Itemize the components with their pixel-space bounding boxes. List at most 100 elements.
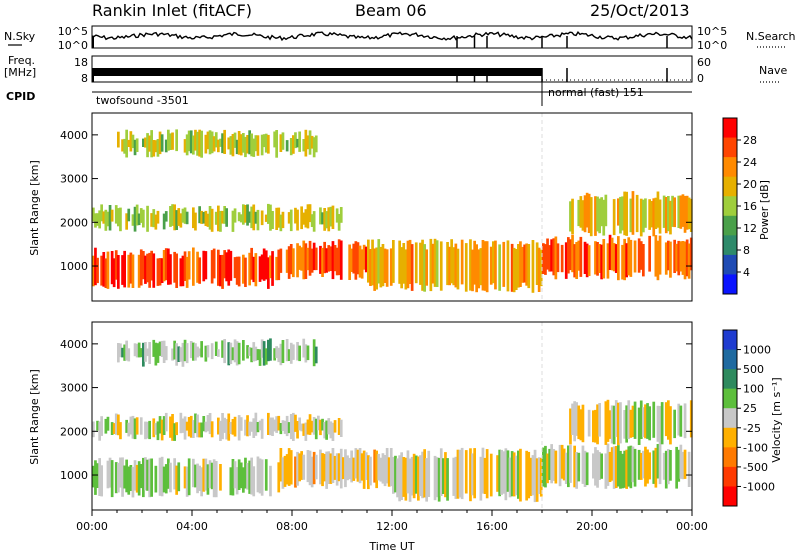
freq-left-tick-top: 18	[74, 56, 88, 69]
data-cell-5-10	[587, 193, 591, 233]
data-cell-3-67	[681, 451, 685, 480]
data-cell-6-81	[285, 140, 289, 152]
data-cell-6-35	[189, 130, 193, 154]
data-cell-4-60	[217, 205, 220, 232]
data-cell-3-39	[623, 238, 626, 281]
data-cell-2-52	[475, 244, 478, 293]
data-cell-5-54	[679, 405, 683, 437]
data-cell-4-7	[106, 211, 110, 227]
data-cell-4-12	[117, 414, 120, 436]
station-title: Rankin Inlet (fitACF)	[92, 1, 252, 20]
data-cell-1-19	[319, 245, 322, 274]
data-cell-6-53	[227, 342, 231, 366]
data-cell-0-32	[158, 457, 162, 496]
data-cell-3-4	[550, 239, 553, 272]
data-cell-2-0	[392, 456, 395, 494]
data-cell-0-9	[110, 251, 114, 285]
data-cell-6-33	[185, 134, 189, 156]
data-cell-3-21	[585, 243, 589, 278]
data-cell-4-115	[331, 205, 335, 229]
data-cell-5-39	[648, 199, 651, 230]
data-cell-0-50	[196, 251, 199, 283]
data-cell-4-72	[242, 204, 245, 225]
data-cell-4-31	[156, 210, 160, 224]
ytick-label-1: 2000	[60, 216, 88, 229]
data-cell-6-95	[314, 346, 318, 364]
data-cell-6-73	[269, 338, 272, 361]
data-cell-6-63	[248, 347, 251, 356]
data-cell-5-59	[689, 198, 693, 232]
data-cell-5-13	[594, 409, 597, 443]
data-cell-1-10	[300, 451, 303, 480]
data-cell-6-11	[139, 348, 143, 358]
data-cell-1-9	[298, 453, 301, 482]
data-cell-2-26	[421, 239, 424, 291]
data-cell-2-13	[419, 455, 422, 497]
data-cell-0-58	[212, 248, 216, 279]
data-cell-6-57	[235, 341, 239, 366]
data-cell-5-45	[660, 402, 664, 445]
data-cell-4-112	[325, 420, 328, 440]
data-cell-4-7	[106, 416, 110, 431]
data-cell-2-65	[527, 451, 531, 499]
data-cell-5-57	[685, 195, 689, 230]
data-cell-1-28	[337, 239, 341, 276]
data-cell-4-104	[308, 414, 312, 435]
data-cell-6-89	[302, 139, 306, 152]
data-cell-2-64	[525, 450, 528, 501]
data-cell-6-12	[142, 138, 145, 147]
data-cell-0-27	[148, 458, 151, 498]
data-cell-1-35	[352, 457, 356, 481]
colorbar-tick-label-0: 28	[743, 134, 757, 147]
velocity-ylabel: Slant Range [km]	[28, 369, 41, 465]
data-cell-3-0	[542, 243, 545, 274]
data-cell-3-46	[637, 449, 641, 480]
data-cell-1-29	[339, 448, 343, 489]
data-cell-6-66	[254, 346, 258, 361]
data-cell-4-114	[329, 421, 333, 439]
data-cell-2-39	[448, 246, 451, 286]
data-cell-0-34	[162, 250, 166, 282]
data-cell-4-62	[221, 413, 224, 440]
data-cell-6-37	[194, 343, 197, 361]
data-cell-0-53	[202, 458, 206, 492]
data-cell-1-11	[302, 454, 306, 480]
data-cell-4-78	[254, 412, 258, 436]
data-cell-6-39	[198, 348, 201, 357]
data-cell-4-101	[302, 212, 306, 225]
data-cell-6-70	[262, 134, 266, 148]
data-cell-3-65	[677, 240, 681, 276]
data-cell-6-75	[273, 348, 276, 361]
data-cell-6-47	[214, 341, 218, 356]
data-cell-0-16	[125, 459, 128, 493]
data-cell-1-5	[289, 244, 293, 275]
data-cell-2-58	[512, 452, 516, 497]
data-cell-4-110	[321, 418, 324, 431]
data-cell-4-116	[333, 420, 337, 433]
data-cell-3-37	[619, 450, 622, 489]
nsearch-label: N.Search	[746, 30, 796, 43]
data-cell-0-33	[160, 258, 164, 283]
data-cell-4-12	[117, 208, 120, 227]
data-cell-4-74	[246, 204, 249, 226]
data-cell-0-4	[100, 255, 103, 286]
colorbar-swatch-3	[723, 176, 737, 197]
data-cell-4-19	[131, 214, 135, 226]
data-cell-2-1	[394, 455, 397, 493]
data-cell-4-50	[196, 414, 199, 438]
data-cell-5-8	[583, 195, 587, 233]
data-cell-6-56	[233, 339, 237, 363]
data-cell-1-14	[308, 240, 312, 276]
data-cell-0-36	[167, 458, 170, 489]
data-cell-3-16	[575, 242, 578, 279]
data-cell-6-26	[171, 132, 174, 150]
data-cell-4-13	[119, 207, 122, 232]
data-cell-2-53	[502, 451, 506, 494]
data-cell-6-86	[296, 138, 299, 148]
data-cell-6-48	[217, 349, 220, 357]
colorbar-swatch-0	[723, 330, 737, 351]
data-cell-4-29	[152, 418, 156, 438]
data-cell-2-19	[406, 240, 410, 289]
data-cell-2-67	[531, 455, 535, 496]
data-cell-5-37	[644, 404, 647, 439]
